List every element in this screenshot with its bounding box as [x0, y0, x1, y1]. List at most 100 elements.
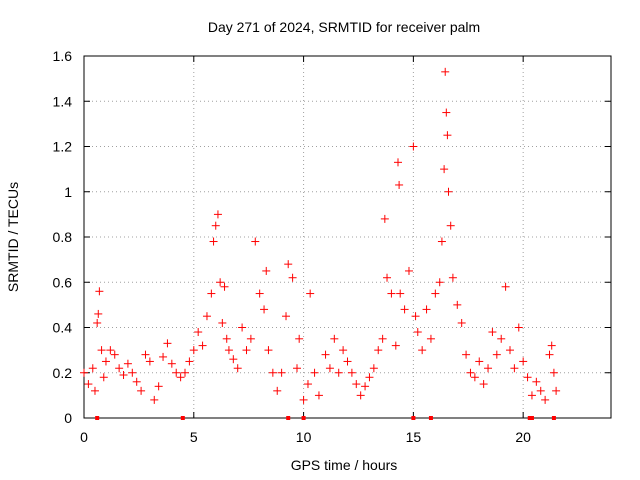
y-tick-label: 1.2	[53, 139, 73, 155]
data-point	[541, 395, 550, 404]
data-point	[251, 237, 260, 246]
data-point	[128, 368, 137, 377]
data-point	[536, 386, 545, 395]
y-tick-label: 0.8	[53, 229, 73, 245]
data-point	[299, 395, 308, 404]
y-tick-label: 0.6	[53, 274, 73, 290]
data-point	[145, 357, 154, 366]
data-point	[435, 278, 444, 287]
x-axis-label: GPS time / hours	[291, 457, 398, 473]
data-point	[262, 266, 271, 275]
zero-marker	[428, 416, 433, 420]
x-tick-label: 20	[515, 429, 531, 445]
zero-marker	[529, 416, 534, 420]
data-point	[207, 289, 216, 298]
data-point	[361, 382, 370, 391]
x-tick-label: 0	[80, 429, 88, 445]
data-point	[446, 221, 455, 230]
data-point	[90, 386, 99, 395]
data-point	[369, 364, 378, 373]
data-point	[238, 323, 247, 332]
data-point	[443, 131, 452, 140]
data-point	[442, 108, 451, 117]
data-point	[194, 328, 203, 337]
data-point	[97, 346, 106, 355]
data-point	[505, 346, 514, 355]
data-point	[325, 364, 334, 373]
data-point	[549, 368, 558, 377]
data-point	[284, 260, 293, 269]
data-point	[303, 380, 312, 389]
data-point	[374, 346, 383, 355]
data-point	[437, 237, 446, 246]
data-point	[330, 334, 339, 343]
y-axis-label: SRMTID / TECUs	[5, 182, 21, 292]
data-point	[519, 357, 528, 366]
data-point	[497, 334, 506, 343]
data-point	[426, 334, 435, 343]
data-point	[260, 305, 269, 314]
x-tick-label: 15	[406, 429, 422, 445]
data-point	[216, 278, 225, 287]
data-point	[365, 373, 374, 382]
data-point	[396, 289, 405, 298]
data-point	[88, 364, 97, 373]
y-axis-ticks: 0 0.2 0.4 0.6 0.8 1 1.2 1.4 1.6	[53, 48, 611, 426]
data-point	[150, 395, 159, 404]
zero-marker	[180, 416, 185, 420]
data-point	[99, 373, 108, 382]
y-tick-label: 0.4	[53, 320, 73, 336]
data-point	[413, 328, 422, 337]
data-point	[106, 346, 115, 355]
data-point	[422, 305, 431, 314]
data-point	[80, 368, 88, 377]
data-point	[475, 357, 484, 366]
data-point	[334, 368, 343, 377]
data-point	[172, 368, 181, 377]
data-point	[400, 305, 409, 314]
data-point	[391, 341, 400, 350]
data-point	[288, 273, 297, 282]
data-point	[84, 380, 93, 389]
data-point	[479, 380, 488, 389]
zero-marker	[95, 416, 100, 420]
data-point	[246, 334, 255, 343]
data-point	[387, 289, 396, 298]
data-point	[321, 350, 330, 359]
data-point	[132, 377, 141, 386]
data-point	[94, 309, 103, 318]
data-point	[448, 273, 457, 282]
data-point	[484, 364, 493, 373]
data-point	[209, 237, 218, 246]
data-point	[462, 350, 471, 359]
data-point	[404, 266, 413, 275]
data-point	[268, 368, 277, 377]
data-point	[501, 282, 510, 291]
y-tick-label: 1	[64, 184, 72, 200]
data-point	[242, 346, 251, 355]
data-point	[115, 364, 124, 373]
scatter-points	[80, 67, 561, 404]
data-point	[123, 359, 132, 368]
data-point	[295, 334, 304, 343]
y-tick-label: 0	[64, 410, 72, 426]
data-point	[211, 221, 220, 230]
data-point	[95, 287, 104, 296]
zero-marker	[411, 416, 416, 420]
data-point	[189, 346, 198, 355]
data-point	[264, 346, 273, 355]
chart-title: Day 271 of 2024, SRMTID for receiver pal…	[208, 19, 480, 35]
data-point	[306, 289, 315, 298]
data-point	[453, 300, 462, 309]
data-point	[141, 350, 150, 359]
data-point	[154, 382, 163, 391]
data-point	[457, 318, 466, 327]
data-point	[492, 350, 501, 359]
data-point	[347, 368, 356, 377]
data-point	[220, 282, 229, 291]
data-point	[441, 67, 450, 76]
data-point	[547, 341, 556, 350]
data-point	[282, 312, 291, 321]
data-point	[310, 368, 319, 377]
data-point	[222, 334, 231, 343]
